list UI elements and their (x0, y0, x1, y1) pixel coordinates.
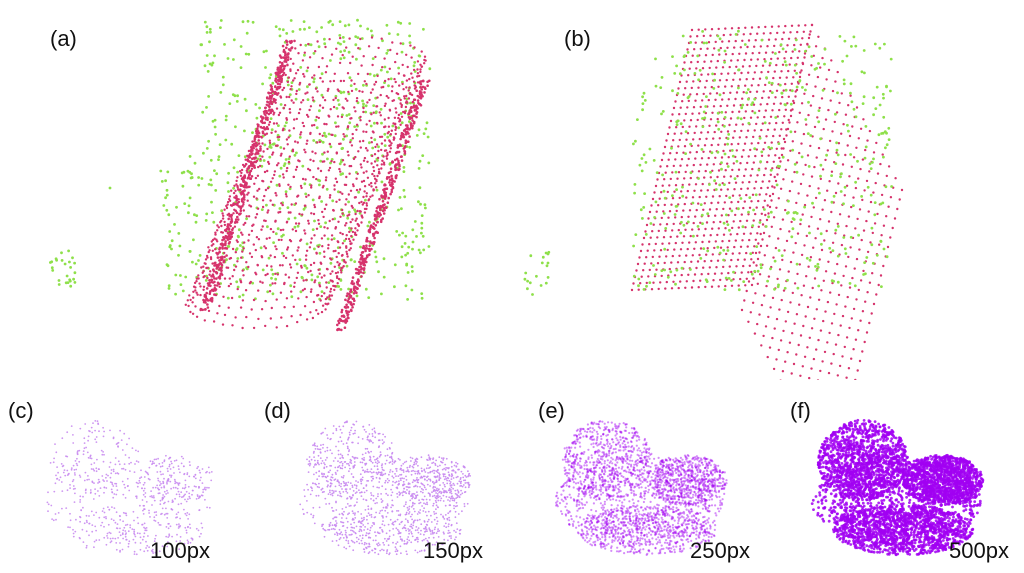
resolution-label-c: 100px (150, 538, 210, 563)
point-cloud-d (299, 420, 471, 556)
panel-b: (b) (512, 0, 1024, 380)
panel-label-a: (a) (50, 26, 77, 51)
resolution-label-e: 250px (690, 538, 750, 563)
resolution-label-d: 150px (423, 538, 483, 563)
panel-e: (e) 250px (512, 390, 768, 573)
point-cloud-a (49, 18, 432, 332)
resolution-label-f: 500px (949, 538, 1009, 563)
panel-label-d: (d) (264, 398, 291, 423)
panel-label-c: (c) (8, 398, 34, 423)
panel-d: (d) 150px (256, 390, 512, 573)
point-cloud-f (810, 418, 985, 557)
panel-label-b: (b) (564, 26, 591, 51)
panel-label-e: (e) (538, 398, 565, 423)
panel-label-f: (f) (790, 398, 811, 423)
panel-f: (f) 500px (768, 390, 1024, 573)
point-cloud-b (523, 23, 904, 380)
point-cloud-c (46, 420, 213, 556)
panel-c: (c) 100px (0, 390, 256, 573)
panel-a: (a) (0, 0, 512, 380)
point-cloud-e (555, 420, 728, 556)
